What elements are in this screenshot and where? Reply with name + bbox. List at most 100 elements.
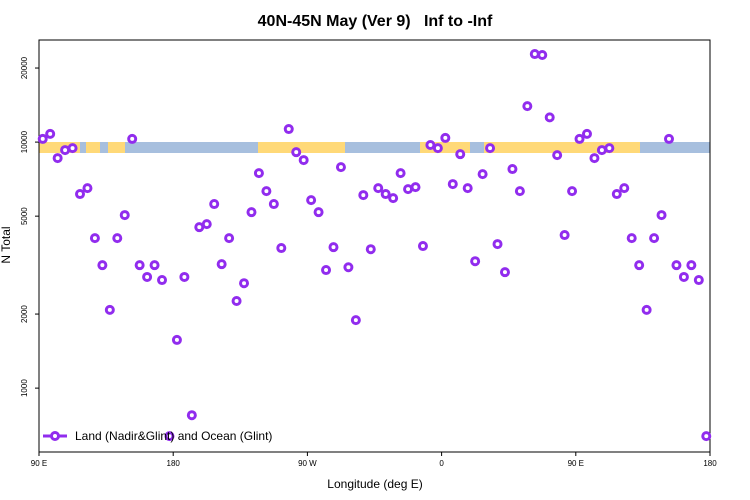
point <box>663 133 674 144</box>
point <box>321 265 332 276</box>
y-tick-label: 2000 <box>20 305 29 323</box>
point <box>604 143 615 154</box>
x-tick-label: 90 W <box>298 459 317 468</box>
point <box>313 207 324 218</box>
point <box>60 145 71 156</box>
point <box>343 262 354 273</box>
point <box>89 233 100 244</box>
point <box>239 278 250 289</box>
point <box>119 210 130 221</box>
point <box>559 230 570 241</box>
point <box>291 147 302 158</box>
point <box>455 149 466 160</box>
point <box>75 189 86 200</box>
point <box>425 140 436 151</box>
point <box>537 49 548 60</box>
point <box>619 183 630 194</box>
point <box>97 260 108 271</box>
point <box>216 259 227 270</box>
x-axis-label: Longitude (deg E) <box>327 477 422 491</box>
point <box>268 199 279 210</box>
band-land <box>520 142 640 153</box>
point <box>127 133 138 144</box>
y-axis-label: N Total <box>0 226 13 263</box>
point <box>112 233 123 244</box>
point <box>164 431 175 442</box>
point <box>529 49 540 60</box>
point <box>231 296 242 307</box>
land-ocean-band <box>39 142 710 153</box>
point <box>611 189 622 200</box>
point <box>656 210 667 221</box>
point <box>380 189 391 200</box>
point <box>410 182 421 193</box>
point <box>157 275 168 286</box>
point <box>328 242 339 253</box>
legend-marker <box>50 431 60 441</box>
point <box>358 190 369 201</box>
point <box>686 260 697 271</box>
y-tick-label: 5000 <box>20 207 29 225</box>
point <box>485 143 496 154</box>
point <box>253 168 264 179</box>
point <box>373 183 384 194</box>
band-ocean <box>345 142 420 153</box>
point <box>194 222 205 233</box>
point <box>492 239 503 250</box>
point <box>634 260 645 271</box>
point <box>201 219 212 230</box>
point <box>432 143 443 154</box>
point <box>693 275 704 286</box>
point <box>388 193 399 204</box>
x-tick-label: 90 E <box>568 459 584 468</box>
point <box>567 186 578 197</box>
point <box>209 199 220 210</box>
legend-label: Land (Nadir&Glint) and Ocean (Glint) <box>75 429 272 443</box>
point <box>462 183 473 194</box>
point <box>403 184 414 195</box>
point <box>417 241 428 252</box>
point <box>45 128 56 139</box>
y-tick-label: 1000 <box>20 379 29 397</box>
point <box>477 169 488 180</box>
point <box>395 168 406 179</box>
band-ocean <box>125 142 258 153</box>
band-ocean <box>640 142 710 153</box>
y-tick-label: 20000 <box>20 56 29 79</box>
point <box>447 179 458 190</box>
point <box>52 153 63 164</box>
point <box>552 150 563 161</box>
point <box>37 133 48 144</box>
point <box>261 186 272 197</box>
point <box>179 271 190 282</box>
point <box>649 233 660 244</box>
point <box>276 243 287 254</box>
point <box>186 410 197 421</box>
point <box>581 128 592 139</box>
point <box>67 143 78 154</box>
point <box>142 271 153 282</box>
point <box>499 267 510 278</box>
x-tick-label: 90 E <box>31 459 47 468</box>
point <box>298 155 309 166</box>
point <box>335 162 346 173</box>
chart-title: 40N-45N May (Ver 9) Inf to -Inf <box>258 13 493 30</box>
point <box>589 153 600 164</box>
point <box>171 334 182 345</box>
point <box>104 304 115 315</box>
band-ocean <box>80 142 86 153</box>
point <box>149 260 160 271</box>
point <box>365 244 376 255</box>
point <box>641 304 652 315</box>
point <box>596 145 607 156</box>
point <box>283 124 294 135</box>
band-land <box>258 142 345 153</box>
point <box>514 186 525 197</box>
point <box>246 207 257 218</box>
y-tick-label: 10000 <box>20 130 29 153</box>
point <box>626 233 637 244</box>
point <box>671 260 682 271</box>
x-tick-label: 180 <box>167 459 181 468</box>
point <box>134 260 145 271</box>
